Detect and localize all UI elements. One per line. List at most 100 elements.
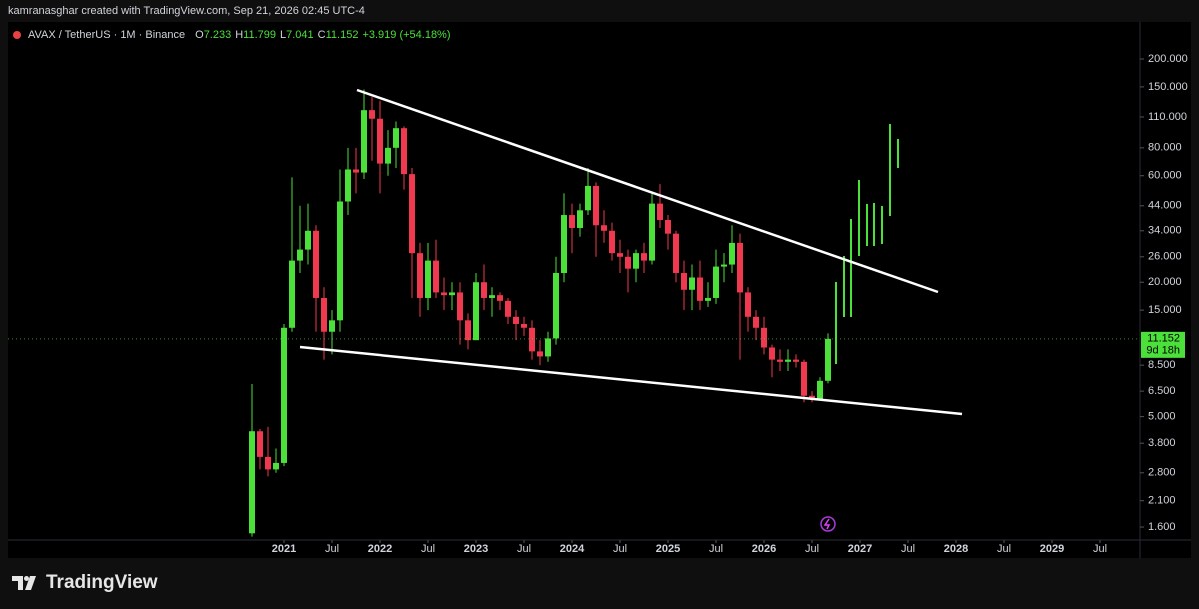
event-icon[interactable]	[820, 516, 836, 532]
candle-body	[777, 359, 783, 362]
candle-body	[345, 169, 351, 202]
candle-body	[689, 277, 695, 290]
x-tick-label: Jul	[421, 543, 435, 555]
x-tick-label: 2028	[944, 543, 968, 555]
ohlc-item: C11.152	[318, 29, 359, 41]
ohlc-value: 7.041	[286, 29, 314, 41]
last-price-label: 11.152	[1147, 333, 1180, 345]
candle-body	[441, 292, 447, 296]
candle-body	[361, 110, 367, 173]
brand: TradingView	[46, 572, 158, 593]
candle-body	[721, 264, 727, 267]
candle-body	[393, 128, 399, 148]
candle-body	[633, 253, 639, 269]
candle-body	[657, 203, 663, 221]
y-tick-label: 110.000	[1148, 111, 1187, 123]
candle-body	[433, 260, 439, 293]
y-tick-label: 2.800	[1148, 467, 1176, 479]
candle-body	[729, 242, 735, 265]
x-tick-label: 2023	[464, 543, 488, 555]
countdown: 9d 18h	[1146, 345, 1180, 357]
caption: kamranasghar created with TradingView.co…	[8, 5, 365, 17]
candle-body	[713, 266, 719, 298]
candle-body	[353, 169, 359, 173]
candle-body	[809, 395, 815, 399]
ohlc-item: L7.041	[280, 29, 314, 41]
ohlc-value: 7.233	[203, 29, 232, 41]
ohlc-label: H	[235, 29, 244, 41]
marks: 1.600 2.100 2.800 3.800 5.000 6.500 8.500 15.00…	[8, 53, 1188, 555]
candle-body	[553, 272, 559, 339]
x-tick-label: 2024	[560, 543, 585, 555]
ohlc-value: 11.799	[243, 29, 276, 41]
y-tick-label: 2.100	[1148, 495, 1176, 507]
ohlc-item: H11.799	[235, 29, 276, 41]
symbol-icon	[13, 31, 21, 39]
footer: TradingView	[12, 572, 158, 594]
candle-body	[385, 147, 391, 164]
candle-body	[793, 359, 799, 362]
candle-body	[625, 256, 631, 269]
candle-body	[825, 338, 831, 381]
ohlc-label: C	[317, 29, 326, 41]
candle-body	[681, 272, 687, 290]
candle-body	[425, 260, 431, 298]
y-tick-label: 8.500	[1148, 359, 1176, 371]
y-tick-label: 150.000	[1148, 81, 1188, 93]
y-tick-label: 60.000	[1148, 170, 1182, 182]
y-tick-label: 34.000	[1148, 225, 1182, 237]
candle-body	[705, 297, 711, 301]
candle-body	[297, 249, 303, 261]
x-tick-label: Jul	[613, 543, 627, 555]
candle-body	[329, 320, 335, 332]
change: +3.919 (+54.18%)	[362, 29, 451, 41]
candle-body	[305, 230, 311, 250]
candle-body	[489, 295, 495, 298]
candle-body	[609, 230, 615, 254]
y-tick-label: 5.000	[1148, 411, 1176, 423]
x-tick-label: Jul	[1093, 543, 1107, 555]
candle-body	[513, 316, 519, 324]
x-tick-label: 2027	[848, 543, 872, 555]
candle-body	[521, 323, 527, 328]
y-tick-label: 20.000	[1148, 276, 1182, 288]
x-tick-label: Jul	[709, 543, 723, 555]
ohlc-label: L	[280, 29, 287, 41]
candle-body	[369, 110, 375, 119]
candle-body	[289, 260, 295, 328]
candle-body	[665, 220, 671, 234]
candle-body	[321, 297, 327, 332]
candle-body	[585, 185, 591, 211]
candle-body	[257, 431, 263, 457]
candle-body	[481, 282, 487, 298]
x-tick-label: Jul	[325, 543, 339, 555]
candle-body	[377, 118, 383, 164]
logo	[12, 576, 36, 590]
candle-body	[769, 347, 775, 360]
candle-body	[337, 201, 343, 321]
y-tick-label: 200.000	[1148, 53, 1188, 65]
candle-body	[473, 282, 479, 341]
candle-body	[281, 327, 287, 463]
candle-body	[449, 292, 455, 296]
candle-body	[617, 253, 623, 257]
candle-body	[649, 203, 655, 261]
symbol-legend: AVAX / TetherUS · 1M · Binance O7.233 H11…	[13, 29, 451, 41]
y-tick-label: 6.500	[1148, 385, 1176, 397]
x-tick-label: Jul	[901, 543, 915, 555]
plot-area	[8, 22, 1191, 558]
candle-body	[465, 320, 471, 341]
candle-body	[785, 359, 791, 362]
candle-body	[505, 300, 511, 317]
symbol: AVAX / TetherUS · 1M · Binance	[28, 29, 186, 41]
candle-body	[417, 253, 423, 298]
candle-body	[529, 327, 535, 352]
candle-body	[737, 242, 743, 293]
candle-body	[265, 456, 271, 470]
trendline-lower	[299, 345, 963, 416]
candle-body	[497, 295, 503, 301]
y-tick-label: 15.000	[1148, 304, 1182, 316]
ohlc-value: 11.152	[325, 29, 359, 41]
